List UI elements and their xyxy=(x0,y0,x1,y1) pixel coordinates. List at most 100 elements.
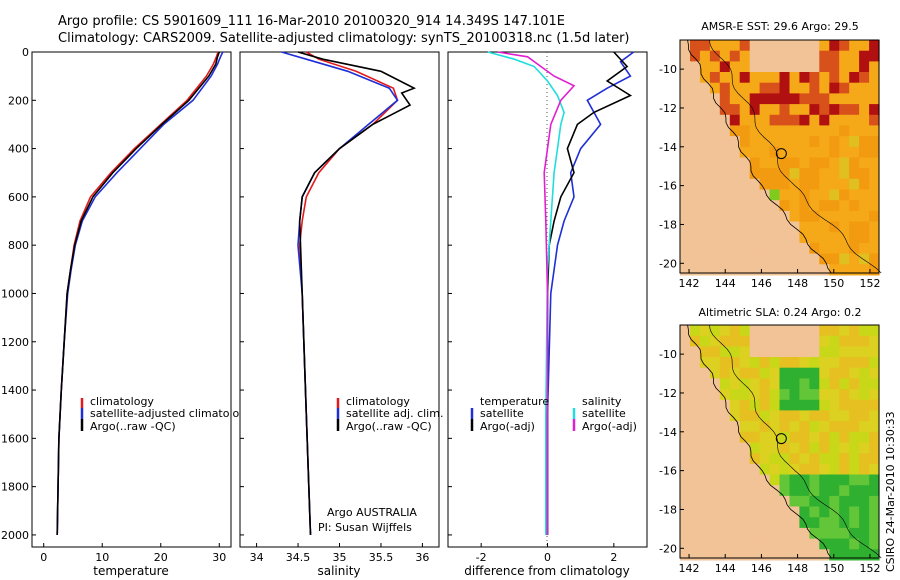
heatmap-cell xyxy=(859,200,870,212)
heatmap-cell xyxy=(769,442,781,454)
land-cell xyxy=(699,168,711,180)
heatmap-cell xyxy=(809,474,820,486)
heatmap-cell xyxy=(799,357,810,369)
heatmap-cell xyxy=(819,378,830,390)
land-cell xyxy=(690,506,701,518)
heatmap-cell xyxy=(869,50,880,62)
land-cell xyxy=(699,221,711,233)
land-cell xyxy=(799,40,810,52)
heatmap-cell xyxy=(759,442,771,454)
map-x-tick-label: 144 xyxy=(715,562,736,575)
land-cell xyxy=(789,232,800,244)
heatmap-cell xyxy=(819,399,830,411)
heatmap-cell xyxy=(709,335,721,347)
land-cell xyxy=(690,517,701,529)
heatmap-cell xyxy=(759,72,771,84)
heatmap-cell xyxy=(819,50,830,62)
heatmap-cell xyxy=(729,389,741,401)
heatmap-cell xyxy=(759,357,771,369)
heatmap-cell xyxy=(829,168,840,180)
map-x-tick-label: 146 xyxy=(751,277,772,290)
land-cell xyxy=(779,549,790,561)
heatmap-cell xyxy=(829,431,840,443)
heatmap-cell xyxy=(839,410,850,422)
heatmap-cell xyxy=(749,168,761,180)
land-cell xyxy=(759,346,771,358)
heatmap-cell xyxy=(769,453,781,465)
heatmap-cell xyxy=(759,410,771,422)
argo-location-marker xyxy=(775,433,787,445)
land-cell xyxy=(719,136,731,148)
heatmap-cell xyxy=(799,474,810,486)
heatmap-cell xyxy=(739,335,751,347)
land-cell xyxy=(680,431,691,443)
heatmap-cell xyxy=(799,463,810,475)
land-cell xyxy=(739,232,751,244)
heatmap-cell xyxy=(869,399,880,411)
heatmap-cell xyxy=(839,40,850,52)
land-cell xyxy=(769,506,781,518)
heatmap-cell xyxy=(849,157,860,169)
heatmap-cell xyxy=(849,264,860,276)
land-cell xyxy=(729,495,741,508)
x-tick-label: 30 xyxy=(212,551,226,564)
heatmap-cell xyxy=(859,40,870,52)
legend-label-salinity: salinity xyxy=(582,395,622,408)
legend-label-argo: Argo(..raw -QC) xyxy=(346,420,432,433)
land-cell xyxy=(699,125,711,137)
land-cell xyxy=(709,104,721,116)
land-cell xyxy=(729,538,741,550)
land-cell xyxy=(769,325,781,337)
land-cell xyxy=(709,517,721,529)
x-tick-label: 20 xyxy=(154,551,168,564)
land-cell xyxy=(699,399,711,411)
heatmap-cell xyxy=(739,93,751,105)
heatmap-cell xyxy=(809,157,820,169)
map-x-tick-label: 142 xyxy=(679,562,700,575)
heatmap-cell xyxy=(859,178,870,190)
land-cell xyxy=(680,136,691,148)
series-line-salinity-argo-adj- xyxy=(497,51,576,535)
land-cell xyxy=(769,549,781,561)
land-cell xyxy=(749,221,761,233)
heatmap-cell xyxy=(799,189,810,201)
x-tick-label: 0 xyxy=(544,551,551,564)
heatmap-cell xyxy=(779,93,790,105)
land-cell xyxy=(739,442,751,454)
land-cell xyxy=(809,264,820,276)
heatmap-cell xyxy=(819,61,830,73)
land-cell xyxy=(690,232,701,244)
heatmap-cell xyxy=(769,136,781,148)
land-cell xyxy=(749,210,761,223)
map-x-tick-label: 152 xyxy=(859,277,880,290)
land-cell xyxy=(680,72,691,84)
land-cell xyxy=(680,114,691,126)
land-cell xyxy=(709,549,721,561)
land-cell xyxy=(709,157,721,169)
land-cell xyxy=(749,506,761,518)
heatmap-cell xyxy=(819,221,830,233)
land-cell xyxy=(699,389,711,401)
land-cell xyxy=(799,50,810,62)
land-cell xyxy=(719,178,731,190)
heatmap-cell xyxy=(819,104,830,116)
land-cell xyxy=(799,61,810,73)
land-cell xyxy=(719,125,731,137)
land-cell xyxy=(739,453,751,465)
heatmap-cell xyxy=(849,335,860,347)
heatmap-cell xyxy=(789,178,800,190)
land-cell xyxy=(779,210,790,223)
heatmap-cell xyxy=(719,93,731,105)
heatmap-cell xyxy=(849,463,860,475)
difference-xlabel: difference from climatology xyxy=(464,564,630,578)
land-cell xyxy=(749,335,761,347)
land-cell xyxy=(699,210,711,223)
heatmap-cell xyxy=(759,389,771,401)
land-cell xyxy=(680,495,691,508)
heatmap-cell xyxy=(869,378,880,390)
difference-panel: -2 0 2 difference from climatology tempera… xyxy=(447,51,648,578)
heatmap-cell xyxy=(809,431,820,443)
heatmap-cell xyxy=(799,431,810,443)
heatmap-cell xyxy=(789,367,800,379)
legend-label-t-satellite: satellite xyxy=(480,407,524,420)
